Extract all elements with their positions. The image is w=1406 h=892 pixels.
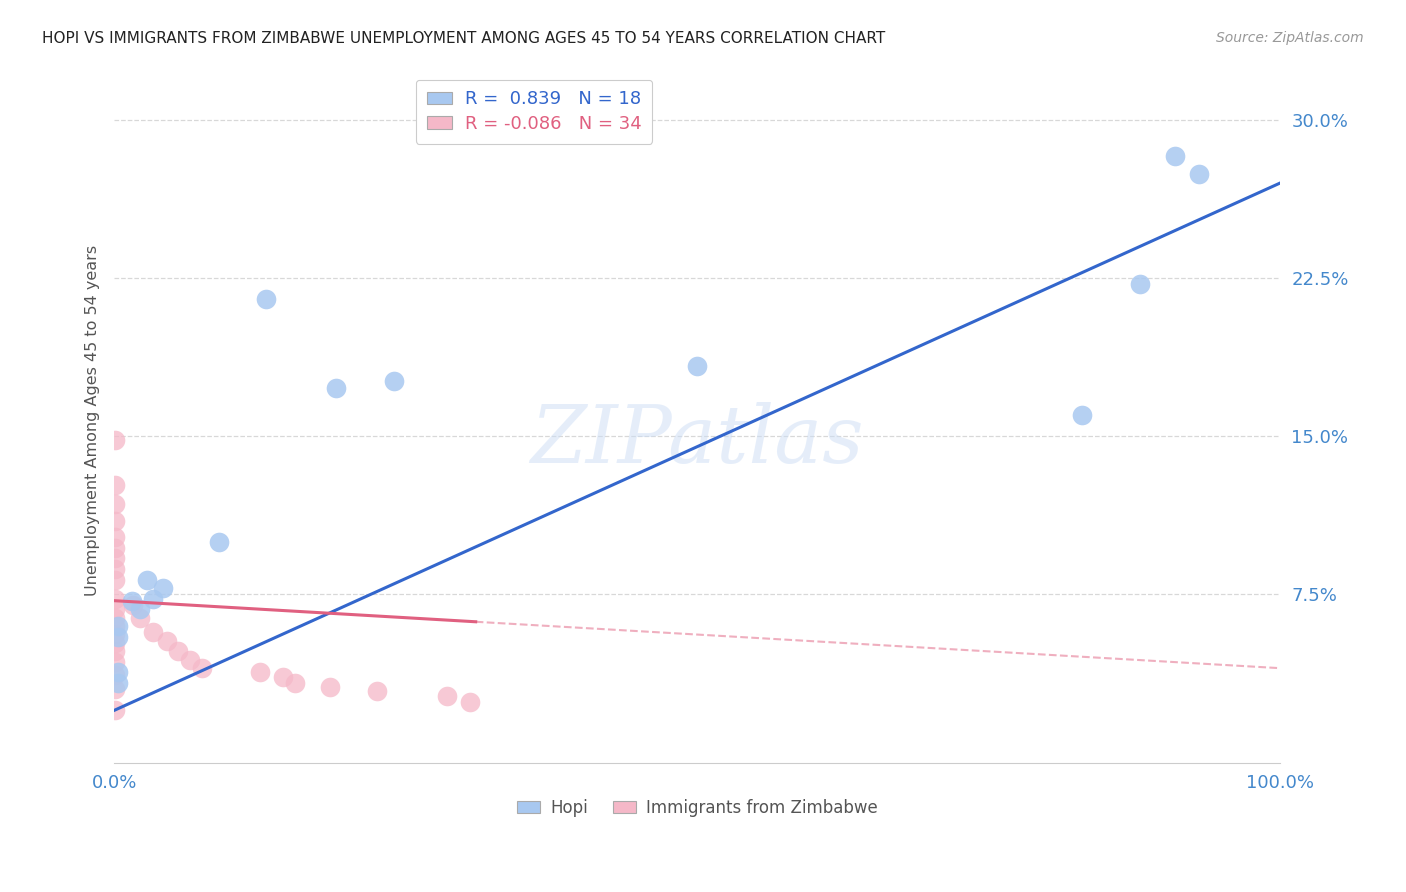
Point: [107, 619, 129, 633]
Point: [104, 636, 127, 650]
Point: [135, 573, 157, 587]
Point: [104, 610, 127, 624]
Point: [319, 680, 342, 694]
Point: [179, 653, 201, 667]
Point: [458, 695, 481, 709]
Point: [107, 630, 129, 644]
Point: [104, 477, 127, 491]
Point: [284, 676, 307, 690]
Point: [152, 581, 174, 595]
Point: [104, 497, 127, 511]
Point: [382, 374, 405, 388]
Point: [128, 610, 150, 624]
Point: [104, 655, 127, 669]
Point: [104, 619, 127, 633]
Point: [104, 434, 127, 448]
Point: [104, 541, 127, 555]
Point: [436, 689, 458, 703]
Point: [142, 591, 165, 606]
Point: [104, 644, 127, 658]
Point: [208, 534, 231, 549]
Point: [104, 573, 127, 587]
Point: [271, 670, 294, 684]
Legend: Hopi, Immigrants from Zimbabwe: Hopi, Immigrants from Zimbabwe: [510, 792, 884, 823]
Text: ZIPatlas: ZIPatlas: [530, 402, 865, 480]
Point: [107, 665, 129, 680]
Point: [167, 644, 190, 658]
Point: [128, 602, 150, 616]
Y-axis label: Unemployment Among Ages 45 to 54 years: Unemployment Among Ages 45 to 54 years: [86, 244, 100, 596]
Point: [121, 593, 143, 607]
Text: Source: ZipAtlas.com: Source: ZipAtlas.com: [1216, 31, 1364, 45]
Point: [104, 667, 127, 681]
Point: [104, 562, 127, 576]
Point: [104, 591, 127, 606]
Point: [1164, 148, 1187, 162]
Point: [104, 551, 127, 566]
Point: [325, 381, 347, 395]
Point: [121, 598, 143, 612]
Point: [190, 661, 212, 675]
Point: [104, 530, 127, 544]
Point: [686, 359, 709, 374]
Point: [156, 633, 179, 648]
Point: [254, 292, 277, 306]
Point: [104, 602, 127, 616]
Point: [249, 665, 271, 680]
Point: [104, 703, 127, 717]
Point: [104, 682, 127, 697]
Point: [1188, 168, 1211, 182]
Point: [107, 676, 129, 690]
Point: [1071, 408, 1094, 422]
Point: [366, 684, 388, 698]
Point: [104, 627, 127, 641]
Point: [142, 625, 165, 640]
Point: [104, 514, 127, 528]
Text: HOPI VS IMMIGRANTS FROM ZIMBABWE UNEMPLOYMENT AMONG AGES 45 TO 54 YEARS CORRELAT: HOPI VS IMMIGRANTS FROM ZIMBABWE UNEMPLO…: [42, 31, 886, 46]
Point: [1129, 277, 1152, 292]
